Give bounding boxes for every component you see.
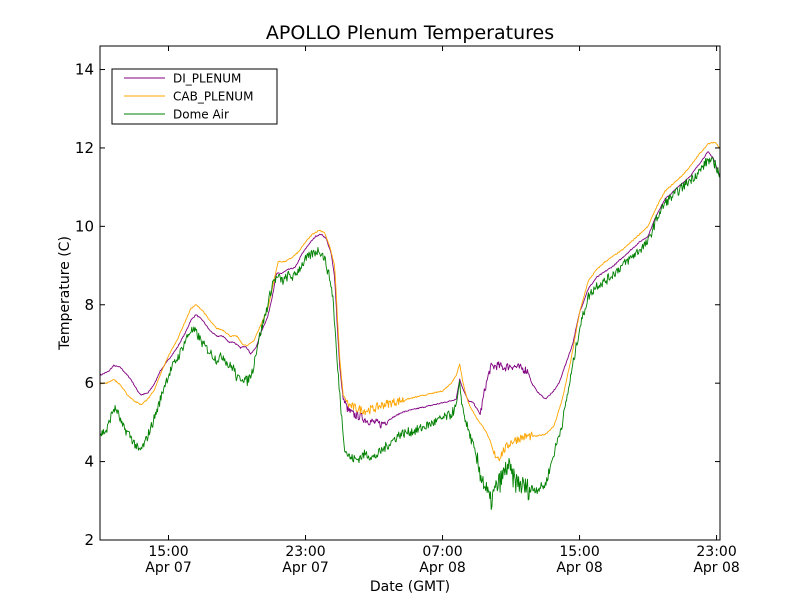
y-axis: 2 4 6 8 10 12 14 (75, 61, 720, 549)
x-axis-label: Date (GMT) (370, 579, 450, 595)
x-tick-label-date: Apr 07 (145, 560, 191, 576)
plot-area (100, 46, 720, 540)
x-tick-label-time: 15:00 (148, 544, 188, 560)
x-tick-label-time: 07:00 (422, 544, 462, 560)
x-tick-label-date: Apr 08 (556, 560, 602, 576)
legend-label-cab-plenum: CAB_PLENUM (173, 90, 253, 104)
series-line-cab-plenum (99, 141, 721, 462)
y-tick-label: 6 (84, 374, 94, 392)
legend-label-di-plenum: DI_PLENUM (173, 72, 241, 86)
legend: DI_PLENUM CAB_PLENUM Dome Air (111, 68, 278, 125)
plot-frame (99, 45, 721, 541)
x-tick-label-date: Apr 07 (282, 560, 328, 576)
series-layer (99, 141, 721, 510)
legend-label-dome-air: Dome Air (173, 108, 229, 122)
y-tick-label: 2 (84, 531, 94, 549)
y-tick-label: 12 (75, 139, 94, 157)
x-tick-label-time: 15:00 (559, 544, 599, 560)
x-tick-label-date: Apr 08 (693, 560, 739, 576)
series-line-di-plenum (99, 151, 721, 429)
x-tick-label-time: 23:00 (285, 544, 325, 560)
series-line-dome-air (99, 156, 721, 510)
y-tick-label: 10 (75, 217, 94, 235)
chart-title: APOLLO Plenum Temperatures (266, 22, 554, 44)
y-axis-label: Temperature (C) (57, 236, 73, 351)
y-tick-label: 8 (84, 296, 94, 314)
x-tick-label-time: 23:00 (696, 544, 736, 560)
x-tick-label-date: Apr 08 (419, 560, 465, 576)
y-tick-label: 4 (84, 453, 94, 471)
y-tick-label: 14 (75, 61, 94, 79)
